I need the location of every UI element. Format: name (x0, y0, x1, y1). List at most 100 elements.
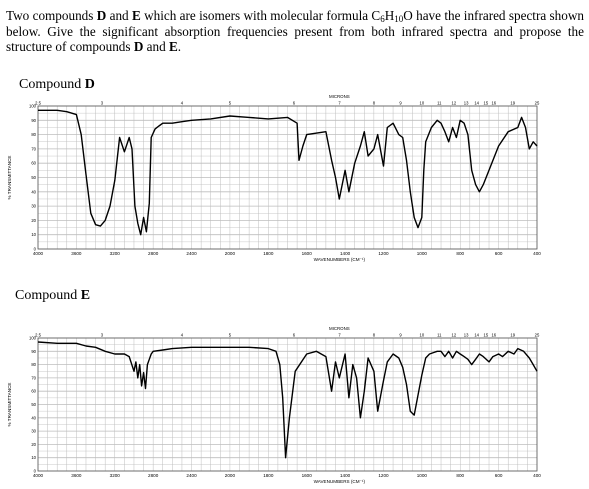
x-tick-label: 2400 (186, 251, 197, 256)
microns-axis-title: MICRONS (329, 94, 350, 99)
y-tick-label: 30 (31, 204, 36, 209)
y-tick-label: 60 (31, 389, 36, 394)
micron-tick-label: 5 (229, 101, 232, 106)
question-text: Two compounds D and E which are isomers … (6, 8, 584, 55)
x-tick-label: 3600 (71, 251, 82, 256)
question-part: and (143, 39, 169, 54)
y-tick-label: 100 (29, 104, 37, 109)
micron-tick-label: 6 (293, 333, 296, 338)
micron-tick-label: 2.5 (35, 101, 41, 106)
y-tick-label: 10 (31, 455, 36, 460)
y-tick-label: 90 (31, 118, 36, 123)
micron-tick-label: 8 (373, 101, 376, 106)
x-tick-label: 1800 (263, 251, 274, 256)
x-tick-label: 2800 (148, 473, 159, 478)
y-tick-label: 20 (31, 442, 36, 447)
y-tick-label: 100 (29, 336, 37, 341)
micron-tick-label: 11 (437, 101, 442, 106)
y-tick-label: 30 (31, 429, 36, 434)
y-tick-label: 80 (31, 362, 36, 367)
y-tick-label: 20 (31, 218, 36, 223)
compound-e-label: Compound E (15, 288, 90, 304)
micron-tick-label: 9 (399, 333, 402, 338)
micron-tick-label: 10 (420, 333, 425, 338)
x-tick-label: 1200 (378, 251, 389, 256)
micron-tick-label: 3 (101, 101, 104, 106)
compound-label-letter: E (80, 288, 91, 303)
question-part: . (177, 39, 182, 54)
compound-d-ref: D (133, 39, 144, 54)
y-tick-label: 0 (34, 247, 37, 252)
y-tick-label: 10 (31, 232, 36, 237)
micron-tick-label: 15 (483, 101, 488, 106)
x-tick-label: 1200 (378, 473, 389, 478)
x-tick-label: 3600 (71, 473, 82, 478)
micron-tick-label: 15 (483, 333, 488, 338)
micron-tick-label: 19 (510, 101, 515, 106)
x-tick-label: 600 (495, 473, 503, 478)
compound-e-ref: E (131, 8, 141, 23)
x-tick-label: 600 (495, 251, 503, 256)
y-tick-label: 70 (31, 146, 36, 151)
micron-tick-label: 14 (474, 333, 479, 338)
micron-tick-label: 3 (101, 333, 104, 338)
micron-tick-label: 9 (399, 101, 402, 106)
y-tick-label: 40 (31, 189, 36, 194)
y-tick-label: 60 (31, 161, 36, 166)
question-part: which are isomers with molecular formula… (140, 8, 381, 23)
y-tick-label: 70 (31, 375, 36, 380)
x-tick-label: 2800 (148, 251, 159, 256)
microns-axis-title: MICRONS (329, 326, 350, 331)
micron-tick-label: 4 (181, 333, 184, 338)
micron-tick-label: 8 (373, 333, 376, 338)
grid (37, 337, 538, 472)
y-tick-label: 40 (31, 415, 36, 420)
spectrum-line (37, 341, 538, 459)
ir-spectrum-d: 4000 3600 3200 2800 2400 2000 1800 1600 1400 1200… (7, 94, 541, 262)
x-tick-label: 2000 (225, 251, 236, 256)
y-tick-label: 50 (31, 402, 36, 407)
compound-label-prefix: Compound (15, 288, 81, 303)
x-tick-label: 1800 (263, 473, 274, 478)
y-tick-label: 0 (34, 469, 37, 474)
question-part: O have the infrared spectra shown below.… (6, 8, 584, 54)
spectrum-line (38, 109, 538, 236)
x-tick-label: 1000 (417, 473, 428, 478)
micron-tick-label: 16 (491, 333, 496, 338)
micron-tick-label: 7 (338, 333, 341, 338)
compound-e-ref: E (169, 39, 178, 54)
micron-tick-label: 6 (293, 101, 296, 106)
micron-tick-label: 11 (437, 333, 442, 338)
compound-d-label: Compound D (19, 77, 95, 93)
compound-label-letter: D (84, 77, 95, 92)
x-tick-label: 1600 (302, 473, 313, 478)
x-tick-label: 800 (456, 473, 464, 478)
x-tick-label: 400 (533, 251, 541, 256)
formula-subscript: 10 (394, 14, 404, 24)
x-tick-label: 400 (533, 473, 541, 478)
x-tick-label: 4000 (33, 251, 44, 256)
x-axis-label: WAVENUMBERS (CM⁻¹) (314, 257, 366, 262)
compound-d-ref: D (96, 8, 107, 23)
question-part: and (106, 8, 132, 23)
question-part: H (384, 8, 395, 23)
micron-tick-label: 13 (464, 333, 469, 338)
ir-spectrum-e: 4000 3600 3200 2800 2400 2000 1800 1600 1400 1200… (7, 326, 541, 484)
micron-tick-label: 12 (451, 333, 456, 338)
micron-tick-label: 2.5 (35, 333, 41, 338)
micron-tick-label: 4 (181, 101, 184, 106)
formula-subscript: 6 (380, 14, 385, 24)
x-tick-label: 4000 (33, 473, 44, 478)
micron-tick-label: 25 (535, 101, 540, 106)
x-axis-label: WAVENUMBERS (CM⁻¹) (314, 479, 366, 484)
y-axis-label: % TRANSMITTANCE (7, 383, 12, 427)
plot-frame (37, 337, 538, 472)
x-tick-label: 1000 (417, 251, 428, 256)
y-tick-label: 50 (31, 175, 36, 180)
x-tick-label: 1600 (302, 251, 313, 256)
y-axis-label: % TRANSMITTANCE (7, 156, 12, 200)
micron-tick-label: 5 (229, 333, 232, 338)
micron-tick-label: 14 (474, 101, 479, 106)
micron-tick-label: 19 (510, 333, 515, 338)
micron-tick-label: 10 (420, 101, 425, 106)
